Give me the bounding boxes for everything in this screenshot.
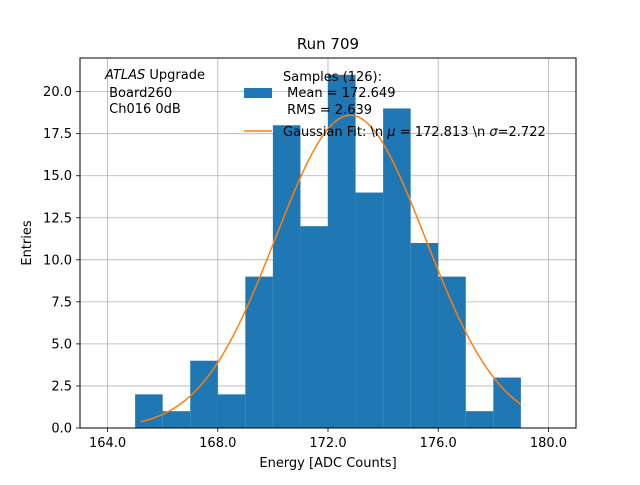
- histogram-bar: [410, 243, 439, 428]
- legend-fit-mu: μ: [386, 125, 395, 140]
- annotation-upgrade: Upgrade: [145, 68, 205, 83]
- legend-samples-label: Samples (126):: [283, 70, 382, 85]
- legend: Samples (126): Mean = 172.649 RMS = 2.63…: [244, 70, 546, 140]
- x-tick-label: 176.0: [420, 436, 457, 451]
- y-tick-label: 7.5: [51, 295, 72, 310]
- legend-fit-end: =2.722: [498, 125, 546, 140]
- legend-rms-label: RMS = 2.639: [283, 103, 372, 118]
- y-tick-label: 5.0: [51, 337, 72, 352]
- legend-fit-prefix: Gaussian Fit: \n: [283, 125, 387, 140]
- y-tick-label: 20.0: [43, 85, 72, 100]
- legend-histogram-swatch: [244, 88, 272, 98]
- annotation-line-1: ATLAS Upgrade: [104, 68, 205, 83]
- y-tick-label: 0.0: [51, 422, 72, 437]
- chart-title: Run 709: [297, 35, 359, 53]
- histogram-bar: [245, 276, 273, 428]
- y-axis-label: Entries: [20, 220, 35, 266]
- legend-fit-label: Gaussian Fit: \n μ = 172.813 \n σ=2.722: [283, 125, 546, 140]
- axis-ticks: 164.0 168.0 172.0 176.0 180.0 0.0 2.5 5.0 7.5 10.…: [43, 85, 567, 451]
- histogram-bar: [217, 394, 246, 428]
- x-axis-label: Energy [ADC Counts]: [259, 456, 396, 471]
- histogram-bar: [465, 411, 494, 428]
- annotation-line-2: Board260: [105, 86, 172, 101]
- histogram-bar: [190, 360, 218, 428]
- gaussian-fit-curve: [140, 114, 522, 423]
- y-tick-label: 12.5: [43, 211, 72, 226]
- y-tick-label: 15.0: [43, 169, 72, 184]
- legend-fit-sigma: σ: [489, 125, 498, 140]
- histogram-bar: [328, 74, 356, 429]
- x-tick-label: 180.0: [530, 436, 567, 451]
- histogram-bar: [493, 377, 521, 428]
- y-tick-label: 10.0: [43, 253, 72, 268]
- annotation-atlas: ATLAS: [104, 68, 145, 83]
- legend-mean-label: Mean = 172.649: [283, 86, 395, 101]
- fit-curve-group: [140, 114, 522, 423]
- histogram-bar: [438, 276, 466, 428]
- x-tick-label: 172.0: [309, 436, 346, 451]
- histogram-bar: [355, 192, 384, 428]
- histogram-bar: [272, 125, 301, 428]
- legend-fit-mid: = 172.813 \n: [396, 125, 490, 140]
- x-tick-label: 164.0: [89, 436, 126, 451]
- histogram-bar: [300, 226, 328, 428]
- histogram-bar: [162, 411, 191, 428]
- atlas-annotation: ATLAS Upgrade Board260 Ch016 0dB: [104, 68, 205, 117]
- y-tick-label: 17.5: [43, 127, 72, 142]
- histogram-bar: [383, 108, 411, 429]
- histogram-bars: [135, 74, 521, 429]
- histogram-bar: [135, 394, 163, 428]
- annotation-line-3: Ch016 0dB: [105, 102, 181, 117]
- x-tick-label: 168.0: [199, 436, 236, 451]
- y-tick-label: 2.5: [51, 379, 72, 394]
